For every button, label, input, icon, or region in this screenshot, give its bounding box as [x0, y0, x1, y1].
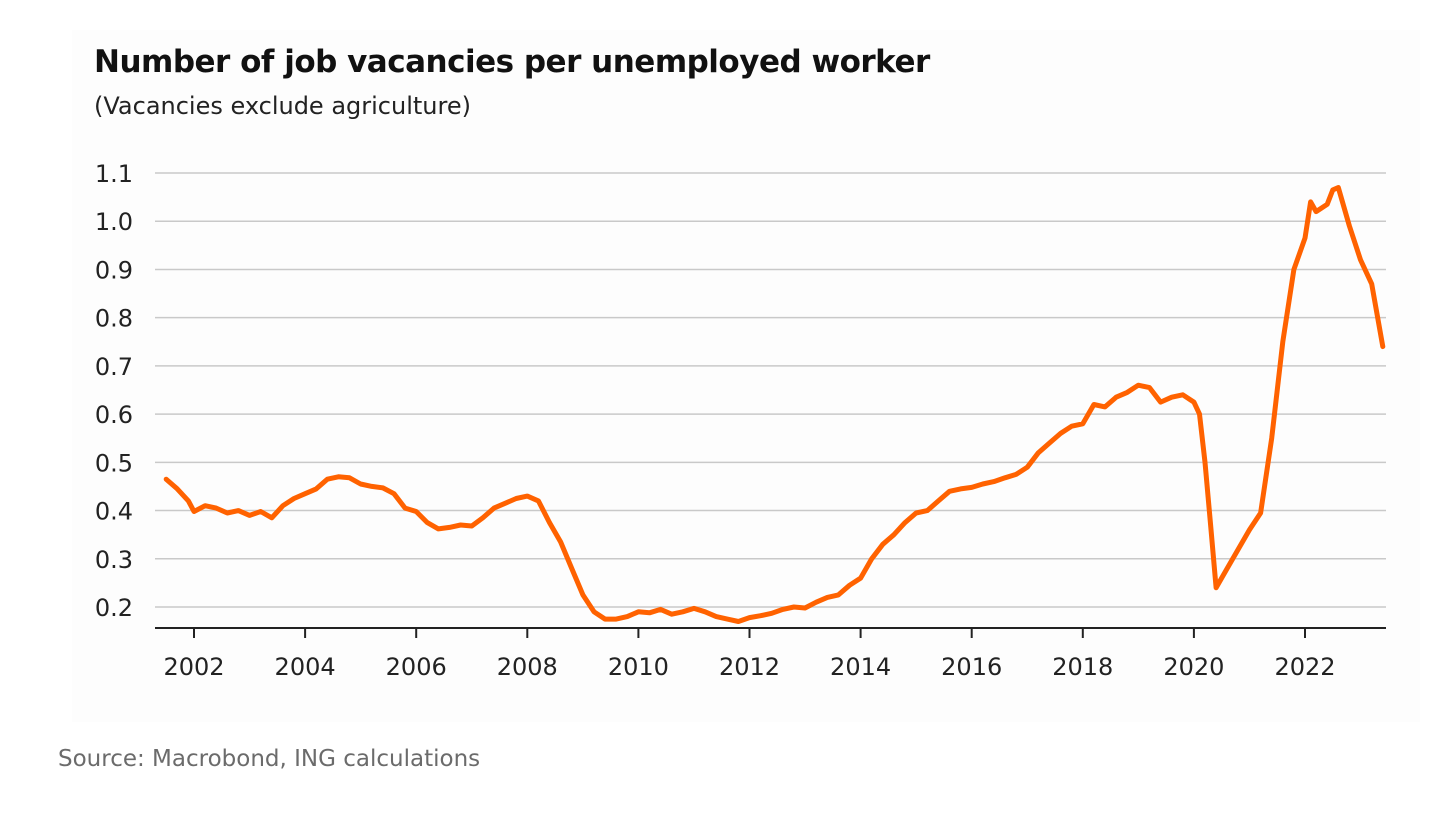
y-tick-label: 0.8	[95, 305, 133, 333]
chart-subtitle: (Vacancies exclude agriculture)	[94, 92, 471, 120]
x-tick-label: 2006	[386, 653, 447, 681]
y-tick-label: 0.7	[95, 353, 133, 381]
x-tick-label: 2018	[1052, 653, 1113, 681]
chart-title: Number of job vacancies per unemployed w…	[94, 44, 930, 80]
series-group	[163, 185, 1386, 624]
y-tick-label: 1.1	[95, 160, 133, 188]
x-tick-label: 2012	[719, 653, 780, 681]
y-tick-label: 0.3	[95, 546, 133, 574]
x-tick-label: 2016	[941, 653, 1002, 681]
y-tick-label: 0.2	[95, 594, 133, 622]
x-axis: 2002 2004 2006 2008 2010 2012 2014 2016 2018 2020…	[155, 627, 1386, 681]
x-tick-label: 2004	[275, 653, 336, 681]
x-tick-label: 2014	[830, 653, 891, 681]
source-note: Source: Macrobond, ING calculations	[58, 746, 481, 772]
series-line	[163, 185, 1386, 624]
y-tick-label: 0.4	[95, 498, 133, 526]
y-tick-label: 1.0	[95, 208, 133, 236]
y-tick-label: 0.9	[95, 256, 133, 284]
y-axis-ticks: 0.2 0.3 0.4 0.5 0.6 0.7 0.8 0.9 1.0 1.1	[95, 160, 133, 622]
x-tick-label: 2020	[1163, 653, 1224, 681]
gridlines	[155, 172, 1386, 608]
x-tick-label: 2010	[608, 653, 669, 681]
x-tick-label: 2022	[1274, 653, 1335, 681]
y-tick-label: 0.6	[95, 401, 133, 429]
y-tick-label: 0.5	[95, 449, 133, 477]
x-tick-label: 2008	[497, 653, 558, 681]
x-tick-label: 2002	[163, 653, 224, 681]
